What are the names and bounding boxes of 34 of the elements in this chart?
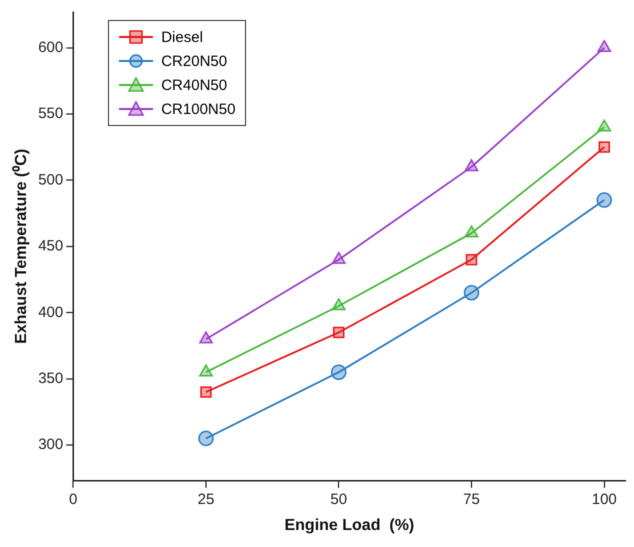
point [332, 298, 346, 310]
legend-label: CR100N50 [161, 100, 236, 118]
point [464, 159, 478, 172]
point [199, 331, 213, 344]
y-tick-label: 500 [38, 171, 64, 188]
point [598, 141, 610, 153]
point [332, 252, 346, 264]
x-tick-label: 100 [592, 490, 617, 508]
legend-label: Diesel [161, 28, 203, 46]
point [199, 364, 213, 376]
point [597, 119, 612, 132]
x-tick-label: 0 [69, 490, 78, 508]
x-axis-title: Engine Load (%) [284, 516, 414, 534]
point [597, 40, 612, 52]
y-tick-label: 300 [38, 436, 64, 454]
legend-label: CR40N50 [161, 76, 228, 94]
point [200, 386, 212, 398]
y-tick-label: 400 [38, 304, 64, 321]
point [333, 326, 344, 338]
y-axis-title: Exhaust Temperature (⁰C) [12, 148, 30, 344]
y-tick-label: 350 [38, 370, 64, 387]
point [596, 192, 612, 208]
x-tick-label: 50 [330, 490, 348, 508]
y-tick-label: 600 [38, 38, 64, 56]
point [198, 430, 214, 446]
point [464, 225, 478, 238]
point [330, 364, 346, 380]
legend-label: CR20N50 [161, 52, 228, 70]
y-tick-label: 450 [38, 238, 64, 255]
x-tick-label: 75 [463, 490, 480, 508]
point [464, 285, 480, 300]
point [466, 254, 478, 266]
y-tick-label: 550 [38, 105, 64, 122]
x-tick-label: 25 [198, 490, 214, 508]
